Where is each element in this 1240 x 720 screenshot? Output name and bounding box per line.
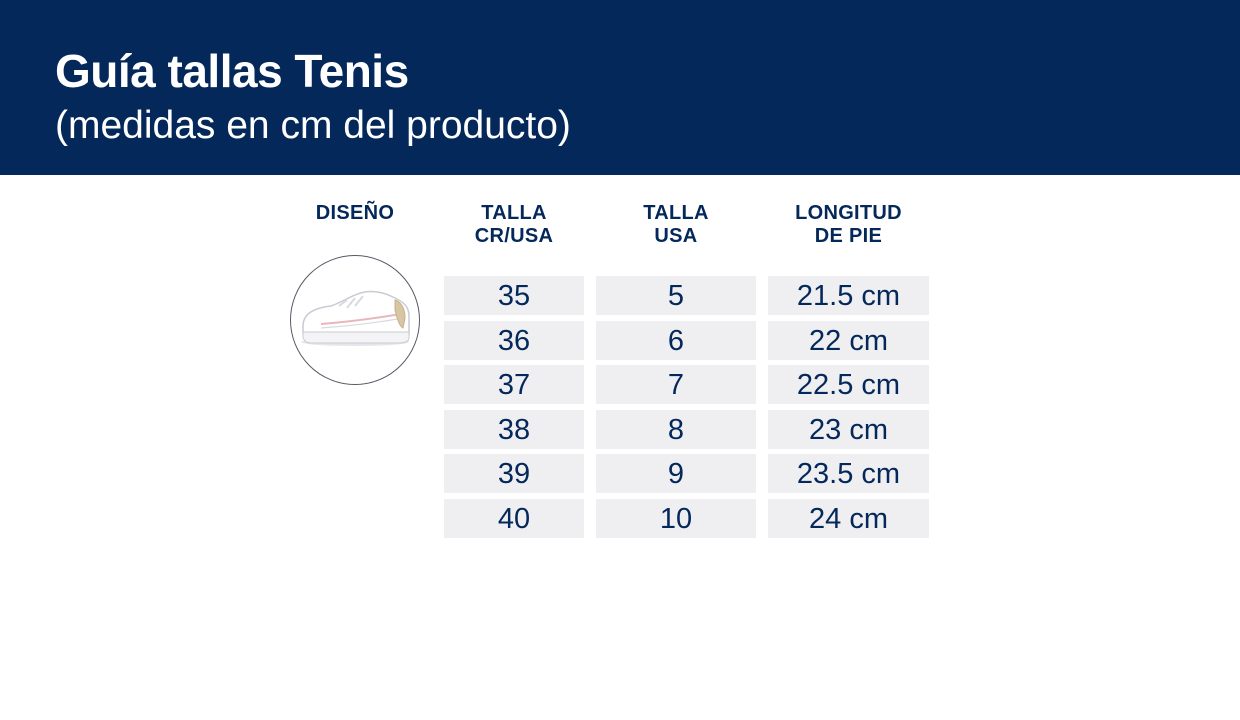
- table-cell-size-cr-usa: 37: [444, 365, 584, 404]
- page-subtitle: (medidas en cm del producto): [55, 104, 571, 147]
- column-header-size-usa-line2: USA: [654, 225, 698, 247]
- header-banner: Guía tallas Tenis (medidas en cm del pro…: [0, 0, 1240, 175]
- column-header-foot-length-line2: DE PIE: [814, 225, 883, 247]
- column-header-size-cr-usa: TALLA CR/USA: [444, 202, 584, 248]
- table-cell-size-usa: 9: [596, 454, 756, 493]
- table-cell-foot-length: 21.5 cm: [768, 276, 929, 315]
- page-title: Guía tallas Tenis: [55, 45, 409, 97]
- column-header-size-cr-usa-line2: CR/USA: [474, 225, 554, 247]
- column-header-size-usa-line1: TALLA: [643, 202, 709, 224]
- table-cell-foot-length: 23 cm: [768, 410, 929, 449]
- table-cell-size-cr-usa: 40: [444, 499, 584, 538]
- table-cell-size-usa: 7: [596, 365, 756, 404]
- column-header-size-usa: TALLA USA: [596, 202, 756, 248]
- table-cell-foot-length: 23.5 cm: [768, 454, 929, 493]
- table-cell-foot-length: 22.5 cm: [768, 365, 929, 404]
- white-sneaker-icon: [301, 290, 410, 346]
- column-header-foot-length-line1: LONGITUD: [795, 202, 902, 224]
- table-cell-size-cr-usa: 39: [444, 454, 584, 493]
- table-cell-size-cr-usa: 35: [444, 276, 584, 315]
- table-cell-size-usa: 8: [596, 410, 756, 449]
- column-header-design-line1: DISEÑO: [315, 202, 395, 224]
- table-cell-foot-length: 22 cm: [768, 321, 929, 360]
- table-cell-foot-length: 24 cm: [768, 499, 929, 538]
- column-header-size-cr-usa-line1: TALLA: [481, 202, 547, 224]
- column-header-design: DISEÑO: [305, 202, 405, 225]
- table-cell-size-cr-usa: 36: [444, 321, 584, 360]
- column-header-foot-length: LONGITUD DE PIE: [768, 202, 929, 248]
- table-cell-size-usa: 10: [596, 499, 756, 538]
- table-cell-size-usa: 5: [596, 276, 756, 315]
- table-cell-size-cr-usa: 38: [444, 410, 584, 449]
- table-cell-size-usa: 6: [596, 321, 756, 360]
- design-image-frame: [290, 255, 420, 385]
